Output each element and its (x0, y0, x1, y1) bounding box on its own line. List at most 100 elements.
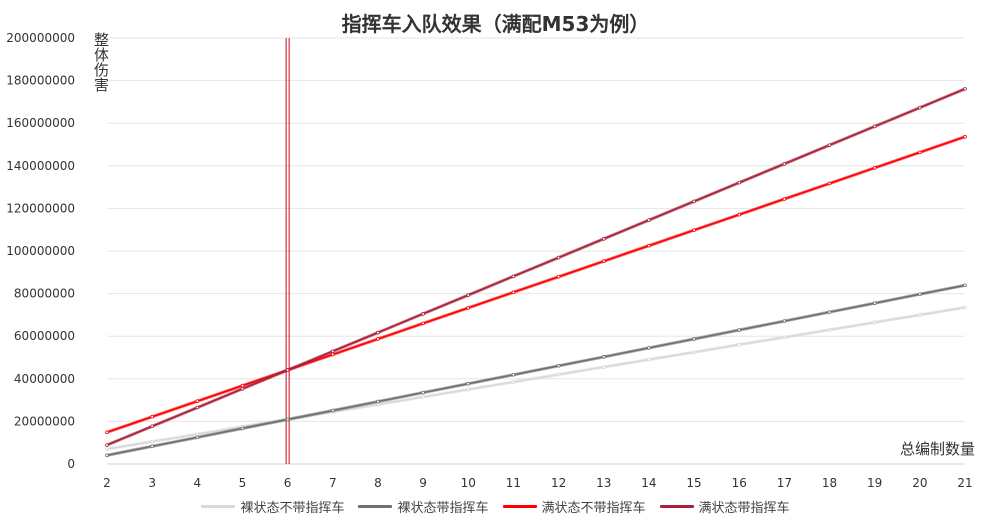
data-point (285, 368, 290, 372)
data-point (150, 424, 154, 429)
x-tick-label: 3 (148, 476, 156, 490)
data-point (511, 290, 516, 295)
x-tick-label: 12 (551, 476, 566, 490)
data-point (601, 365, 606, 369)
legend-swatch-full-with-command (659, 505, 694, 508)
data-point (963, 283, 967, 288)
y-tick-label: 0 (67, 457, 75, 471)
data-point (150, 444, 154, 449)
y-tick-label: 60000000 (14, 329, 75, 343)
data-point (285, 417, 290, 422)
y-tick-label: 200000000 (6, 31, 75, 45)
data-point (692, 228, 696, 232)
data-point (782, 319, 787, 323)
data-point (105, 453, 109, 458)
x-tick-label: 13 (596, 476, 611, 490)
data-point (150, 414, 154, 419)
series-full-with-command-line (106, 88, 966, 446)
data-point (782, 162, 787, 166)
data-point (376, 330, 380, 335)
series-bare-with-command-line (106, 284, 966, 457)
data-point (918, 313, 922, 317)
legend-swatch-full-no-command (502, 505, 537, 508)
chart-title: 指挥车入队效果（满配M53为例） (341, 12, 650, 36)
data-point (692, 337, 696, 341)
data-point (466, 293, 471, 297)
data-point (421, 321, 425, 326)
x-tick-label: 6 (284, 476, 292, 490)
data-point (240, 383, 245, 388)
y-tick-label: 120000000 (6, 201, 75, 215)
legend-swatch-bare-with-command (358, 505, 393, 508)
tick-label-layer: 0 20000000 40000000 60000000 80000000 1000000… (6, 31, 972, 490)
legend: 裸状态不带指挥车 裸状态带指挥车 满状态不带指挥车 满状态带指挥车 (0, 497, 991, 516)
legend-item-full-no-command: 满状态不带指挥车 (502, 497, 646, 516)
data-point (692, 199, 696, 204)
data-point (737, 180, 742, 185)
data-point (105, 447, 109, 451)
data-point (601, 355, 606, 359)
data-point (737, 212, 742, 217)
x-tick-label: 4 (193, 476, 201, 490)
reference-line-layer (285, 38, 290, 464)
data-point (376, 337, 380, 341)
legend-swatch-bare-no-command (201, 505, 236, 508)
x-tick-label: 20 (912, 476, 927, 490)
data-point (827, 143, 832, 147)
legend-label-full-with-command: 满状态带指挥车 (698, 501, 790, 516)
legend-item-bare-no-command: 裸状态不带指挥车 (201, 497, 344, 516)
data-point (105, 443, 109, 447)
data-point (195, 405, 200, 410)
data-point (782, 335, 787, 340)
legend-label-full-no-command: 满状态不带指挥车 (541, 501, 646, 516)
data-point (556, 364, 561, 368)
y-axis-label: 整体伤害 (92, 32, 110, 92)
data-point (647, 243, 651, 248)
data-point (150, 439, 154, 444)
data-point (421, 312, 425, 316)
data-point (737, 342, 742, 347)
y-tick-label: 80000000 (14, 287, 75, 301)
data-point (421, 390, 425, 395)
data-point (511, 372, 516, 377)
x-axis-label: 总编制数量 (899, 440, 975, 458)
y-tick-label: 160000000 (6, 116, 75, 130)
y-tick-label: 140000000 (6, 159, 75, 173)
data-point (647, 346, 651, 350)
x-tick-label: 5 (239, 476, 247, 490)
data-point (511, 380, 516, 384)
x-tick-label: 15 (686, 476, 701, 490)
x-tick-label: 8 (374, 476, 382, 490)
data-point (601, 259, 606, 264)
data-point (466, 306, 471, 310)
data-point (918, 292, 922, 297)
data-point (963, 305, 967, 310)
data-point (556, 255, 561, 260)
data-point (647, 357, 651, 362)
x-tick-label: 21 (957, 476, 972, 490)
x-tick-label: 2 (103, 476, 111, 490)
data-point (827, 181, 832, 186)
data-point (872, 166, 877, 170)
data-point (195, 432, 200, 436)
data-point (466, 387, 471, 392)
x-tick-label: 7 (329, 476, 337, 490)
data-point (872, 124, 877, 129)
x-tick-label: 19 (867, 476, 882, 490)
data-point (963, 87, 967, 91)
data-point (240, 387, 245, 391)
data-point (105, 430, 109, 435)
data-point (782, 197, 787, 201)
data-point (827, 328, 832, 332)
x-tick-label: 14 (641, 476, 656, 490)
x-tick-label: 9 (419, 476, 427, 490)
data-point (195, 435, 200, 440)
y-tick-label: 40000000 (14, 372, 75, 386)
y-tick-label: 180000000 (6, 74, 75, 88)
data-point (466, 381, 471, 386)
x-tick-label: 18 (822, 476, 837, 490)
data-point (827, 310, 832, 314)
data-point (376, 399, 380, 404)
legend-item-bare-with-command: 裸状态带指挥车 (358, 497, 489, 516)
